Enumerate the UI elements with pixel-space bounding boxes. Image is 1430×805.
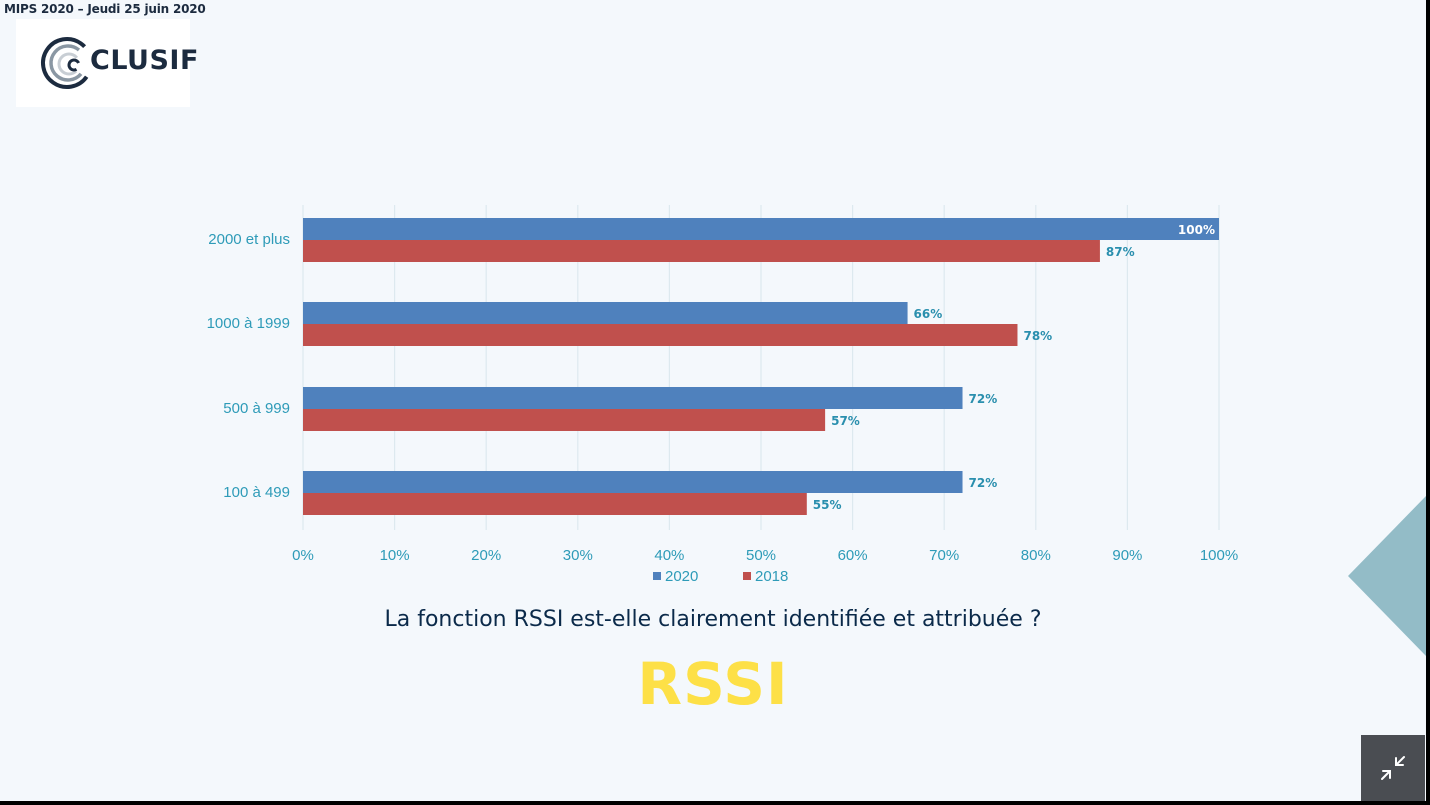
exit-fullscreen-icon [1381,756,1405,780]
legend-swatch-2018 [743,572,751,580]
decorative-triangle [1348,496,1426,656]
x-tick-label: 20% [471,547,501,564]
survey-question: La fonction RSSI est-elle clairement ide… [384,607,1042,632]
x-tick-label: 50% [746,547,776,564]
bar-2020 [303,302,908,324]
bar-2018 [303,409,826,431]
x-tick-label: 90% [1112,547,1142,564]
event-header: MIPS 2020 – Jeudi 25 juin 2020 [4,2,206,16]
data-label: 72% [969,392,998,406]
data-label: 66% [914,307,943,321]
bar-2020 [303,218,1219,240]
x-tick-label: 100% [1200,547,1238,564]
data-label: 57% [831,414,860,428]
x-tick-label: 60% [838,547,868,564]
bar-2020 [303,387,963,409]
x-tick-label: 30% [563,547,593,564]
exit-fullscreen-button[interactable] [1361,735,1425,801]
data-label: 55% [813,498,842,512]
topic-title: RSSI [637,650,789,718]
bar-2018 [303,493,807,515]
bar-chart: 100% 87% 66% 78% 72% 57% 72% 55% 2000 et plus 10… [207,205,1238,585]
bar-2018 [303,324,1018,346]
clusif-logo: CLUSIF [16,19,198,107]
category-label: 2000 et plus [208,231,290,248]
x-tick-label: 0% [292,547,314,564]
bar-2020 [303,471,963,493]
category-label: 500 à 999 [223,400,290,417]
data-label: 78% [1023,329,1052,343]
logo-text: CLUSIF [90,45,199,76]
data-label: 72% [969,476,998,490]
x-tick-label: 80% [1021,547,1051,564]
legend-label-2018: 2018 [755,568,788,585]
x-tick-label: 10% [380,547,410,564]
category-label: 100 à 499 [223,484,290,501]
legend-label-2020: 2020 [665,568,698,585]
bar-2018 [303,240,1100,262]
data-label: 100% [1178,223,1215,237]
clusif-logo-mark [41,37,93,89]
legend-swatch-2020 [653,572,661,580]
x-tick-label: 70% [929,547,959,564]
category-label: 1000 à 1999 [207,315,290,332]
x-tick-label: 40% [654,547,684,564]
data-label: 87% [1106,245,1135,259]
